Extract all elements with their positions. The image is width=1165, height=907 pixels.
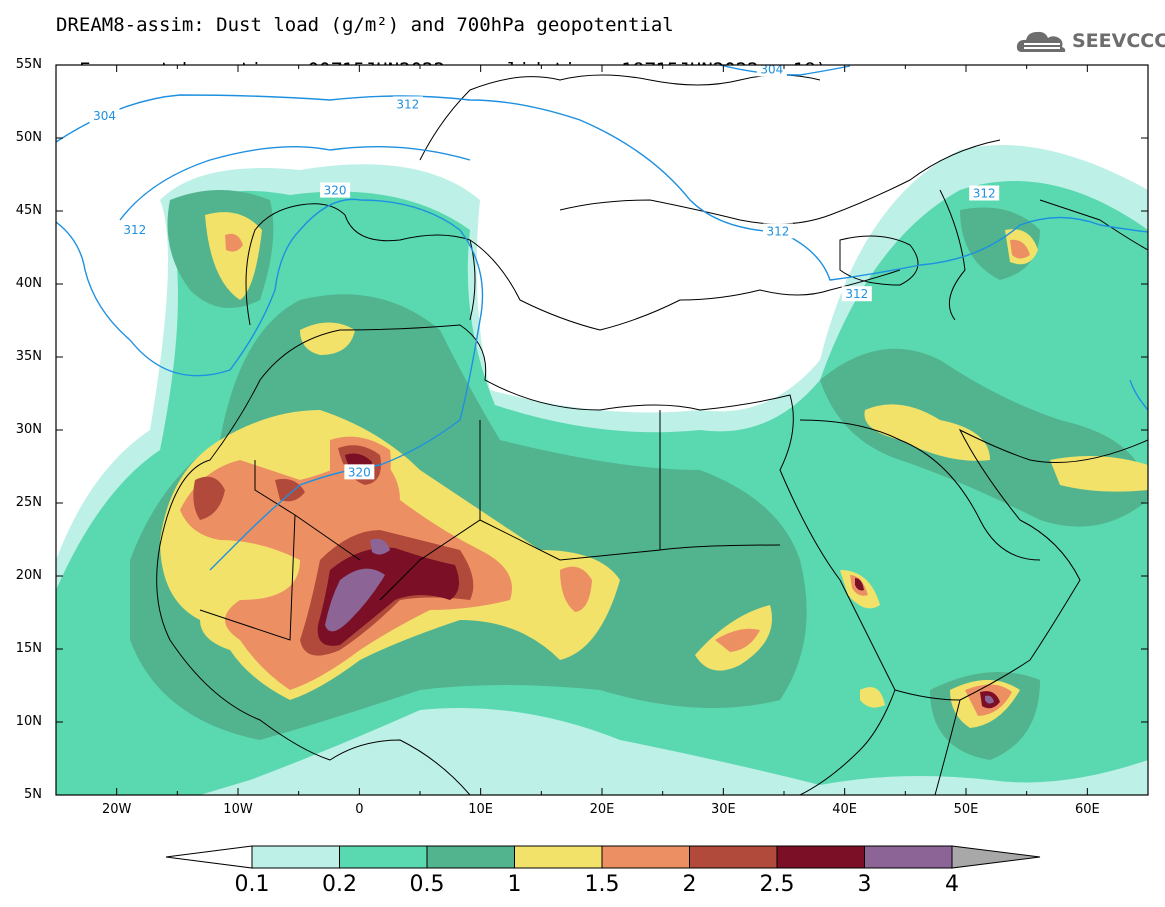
y-axis-label: 35N [15,349,42,364]
colorbar-label: 0.1 [234,872,270,897]
dust-contour-1-5 [560,566,592,612]
contour-label-text: 312 [766,224,789,238]
x-axis-label: 20E [589,802,615,817]
contour-label-text: 320 [324,184,347,198]
contour-label: 312 [762,223,793,239]
colorbar-box [601,845,690,869]
dust-contour-2 [275,478,305,502]
y-axis-label: 50N [15,130,42,145]
colorbar-label: 1.5 [584,872,620,897]
colorbar-under-triangle [165,845,253,869]
dust-contour-1 [1050,456,1148,492]
y-axis-label: 55N [15,57,42,72]
x-axis-label: 40E [832,802,858,817]
colorbar-box [864,845,953,869]
colorbar-box [339,845,428,869]
x-axis-label: 10W [223,802,253,817]
dust-contour-4 [985,695,994,704]
y-axis-label: 20N [15,568,42,583]
y-axis-label: 40N [15,276,42,291]
dust-contour-1-5 [1010,239,1030,259]
colorbar-label: 2 [682,872,697,897]
dust-contour-1-5 [225,233,243,252]
dust-contour-1-5 [715,628,760,652]
dust-contour-1 [860,687,885,708]
contour-label-text: 304 [93,109,116,123]
x-axis-label: 50E [953,802,979,817]
x-axis-label: 30E [710,802,736,817]
seevccc-logo: SEEVCCC [1016,26,1165,58]
colorbar-box [776,845,865,869]
dust-contour-4 [325,568,385,632]
contour-label-text: 312 [973,186,996,200]
colorbar-box [514,845,603,869]
contour-label: 320 [320,182,351,198]
coastlines [156,74,1148,795]
contour-label: 304 [89,108,120,124]
dust-contour-1 [205,212,262,300]
cloud-logo-icon [1016,31,1066,52]
dust-contour-1 [864,404,990,461]
y-axis-label: 25N [15,495,42,510]
contour-labels: 304 312 304 320 312 312 312 312 320 [89,61,1000,480]
contour-label-text: 312 [396,97,419,111]
x-axis-label: 20W [101,802,132,817]
contour-label: 312 [969,185,1000,201]
colorbar-label: 0.2 [322,872,357,897]
colorbar-box [689,845,778,869]
colorbar-box [426,845,515,869]
geopotential-lines [56,65,1148,571]
dust-field [56,65,1148,795]
colorbar-over-triangle [951,845,1041,869]
colorbar-box [251,845,340,869]
dust-contour-4 [370,538,390,555]
y-axis-label: 30N [15,422,42,437]
contour-label: 320 [344,464,375,480]
colorbar-label: 1 [507,872,522,897]
contour-label-text: 320 [348,465,371,479]
y-axis-label: 5N [24,787,42,802]
contour-label-text: 312 [845,287,868,301]
dust-contour-3 [855,578,864,591]
logo-text: SEEVCCC [1072,30,1165,52]
map-title: DREAM8-assim: Dust load (g/m²) and 700hP… [56,14,674,36]
axis-ticks [55,64,1149,796]
dust-contour-1 [300,322,355,355]
colorbar-label: 4 [945,872,959,897]
y-axis-label: 15N [15,641,42,656]
contour-label-text: 312 [123,223,146,237]
x-axis-label: 10E [468,802,494,817]
y-axis-label: 45N [15,203,42,218]
contour-label-text: 304 [760,62,783,76]
dust-contour-2 [193,476,225,520]
y-axis-label: 10N [15,714,42,729]
colorbar-label: 0.5 [409,872,445,897]
colorbar-label: 2.5 [759,872,795,897]
colorbar-label: 3 [857,872,872,897]
contour-label: 312 [392,96,423,112]
contour-label: 312 [841,286,872,302]
x-axis-label: 0 [355,802,364,817]
contour-label: 312 [119,221,150,237]
x-axis-label: 60E [1074,802,1100,817]
